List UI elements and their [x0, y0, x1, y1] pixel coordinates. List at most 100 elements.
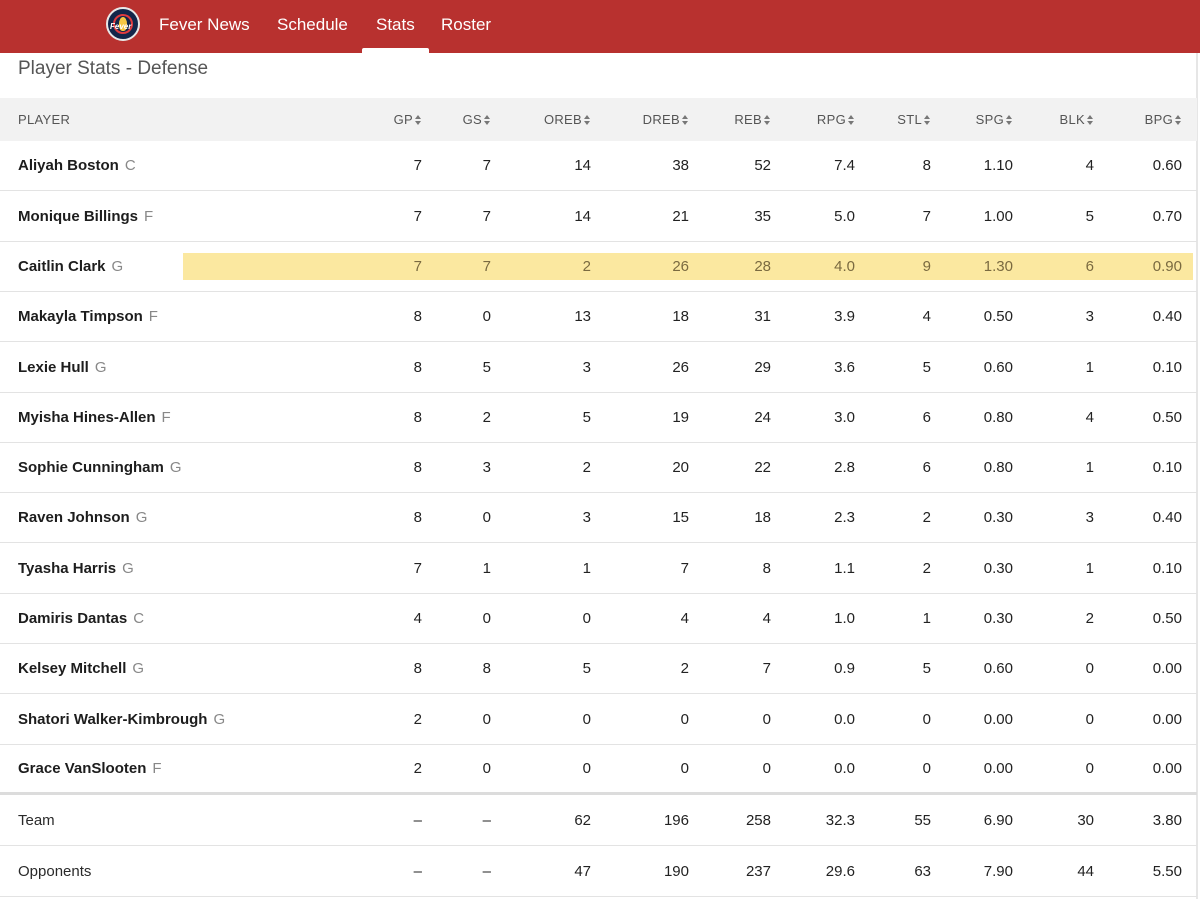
player-cell[interactable]: Caitlin Clark G [18, 242, 123, 291]
stat-reb: 0 [762, 710, 771, 728]
column-header-gs[interactable]: GS [421, 98, 491, 141]
stat-blk: 5 [1085, 207, 1094, 225]
stat-spg: 0.30 [983, 509, 1013, 526]
stat-reb: 24 [754, 409, 771, 426]
player-name[interactable]: Lexie Hull [18, 358, 89, 376]
stat-rpg: 0.9 [834, 660, 855, 677]
top-nav-bar: Fever Fever News Schedule Stats Roster [0, 0, 1200, 53]
player-name[interactable]: Tyasha Harris [18, 559, 117, 577]
sort-arrows-icon[interactable] [584, 114, 591, 125]
stat-stl: 6 [922, 409, 931, 426]
stat-gs: 0 [482, 710, 491, 728]
player-cell[interactable]: Lexie Hull G [18, 342, 107, 392]
player-cell[interactable]: Tyasha Harris G [18, 543, 134, 593]
stat-gp: 8 [413, 459, 422, 476]
player-name[interactable]: Raven Johnson [18, 509, 130, 526]
sort-arrows-icon[interactable] [1087, 114, 1094, 125]
column-header-dreb[interactable]: DREB [619, 98, 689, 141]
player-position: G [169, 459, 182, 476]
stat-gp: 7 [413, 559, 422, 577]
table-row: Grace VanSlooten F 2 0 0 0 0 0.0 0 0.00 0 0.00 [0, 745, 1197, 795]
sort-arrows-icon[interactable] [924, 114, 931, 125]
column-header-gp[interactable]: GP [352, 98, 422, 141]
column-header-blk[interactable]: BLK [1024, 98, 1094, 141]
column-header-rpg[interactable]: RPG [785, 98, 855, 141]
stat-blk: 2 [1085, 610, 1094, 627]
stat-oreb: 13 [574, 308, 591, 325]
sort-arrows-icon[interactable] [682, 114, 689, 125]
stat-gp: 8 [413, 660, 422, 677]
player-name[interactable]: Grace VanSlooten [18, 760, 147, 777]
fever-logo-icon[interactable]: Fever [106, 7, 140, 41]
player-cell[interactable]: Damiris Dantas C [18, 594, 144, 643]
player-cell[interactable]: Sophie Cunningham G [18, 443, 182, 492]
player-position: F [144, 207, 154, 225]
sort-arrows-icon[interactable] [764, 114, 771, 125]
stat-reb: 28 [754, 258, 771, 275]
stat-blk: 44 [1077, 862, 1094, 880]
stat-rpg: 5.0 [834, 207, 855, 225]
player-name[interactable]: Makayla Timpson [18, 308, 143, 325]
column-header-oreb[interactable]: OREB [521, 98, 591, 141]
totals-name: Team [18, 811, 55, 829]
stat-reb: 258 [745, 811, 771, 829]
sort-arrows-icon[interactable] [1175, 114, 1182, 125]
table-row: Aliyah Boston C 7 7 14 38 52 7.4 8 1.10 4 0.60 [0, 141, 1197, 191]
column-header-reb[interactable]: REB [701, 98, 771, 141]
stat-stl: 0 [922, 710, 931, 728]
nav-stats[interactable]: Stats [376, 15, 415, 34]
player-name[interactable]: Aliyah Boston [18, 157, 119, 174]
player-name[interactable]: Kelsey Mitchell [18, 660, 127, 677]
player-cell[interactable]: Makayla Timpson F [18, 292, 158, 341]
column-header-label: GS [462, 112, 482, 127]
column-header-label: REB [734, 112, 762, 127]
column-header-stl[interactable]: STL [861, 98, 931, 141]
player-name[interactable]: Damiris Dantas [18, 610, 128, 627]
sort-arrows-icon[interactable] [415, 114, 422, 125]
column-header-bpg[interactable]: BPG [1112, 98, 1182, 141]
player-name[interactable]: Caitlin Clark [18, 258, 106, 275]
sort-arrows-icon[interactable] [848, 114, 855, 125]
column-header-spg[interactable]: SPG [943, 98, 1013, 141]
sort-arrows-icon[interactable] [484, 114, 491, 125]
stat-gs: 7 [482, 258, 491, 275]
stat-reb: 18 [754, 509, 771, 526]
stat-oreb: 5 [582, 660, 591, 677]
stat-spg: 6.90 [983, 811, 1013, 829]
stat-bpg: 0.00 [1152, 760, 1182, 777]
stat-gp: 7 [413, 207, 422, 225]
player-cell[interactable]: Shatori Walker-Kimbrough G [18, 694, 225, 744]
player-cell[interactable]: Raven Johnson G [18, 493, 147, 542]
stat-bpg: 0.10 [1152, 559, 1182, 577]
stat-dreb: 26 [672, 258, 689, 275]
column-header-label: STL [897, 112, 922, 127]
player-name[interactable]: Monique Billings [18, 207, 138, 225]
stat-spg: 0.00 [983, 760, 1013, 777]
stat-reb: 22 [754, 459, 771, 476]
stat-gp: 2 [413, 760, 422, 777]
player-name[interactable]: Shatori Walker-Kimbrough [18, 710, 208, 728]
nav-roster[interactable]: Roster [441, 15, 492, 34]
player-cell[interactable]: Aliyah Boston C [18, 141, 136, 190]
stat-stl: 55 [914, 811, 931, 829]
stat-blk: 3 [1085, 308, 1094, 325]
column-header-label: OREB [543, 112, 582, 127]
nav-schedule[interactable]: Schedule [277, 15, 348, 34]
player-name[interactable]: Sophie Cunningham [18, 459, 164, 476]
player-cell[interactable]: Kelsey Mitchell G [18, 644, 144, 693]
stat-reb: 0 [762, 760, 771, 777]
player-name[interactable]: Myisha Hines-Allen [18, 409, 156, 426]
stat-blk: 6 [1085, 258, 1094, 275]
stat-dreb: 7 [680, 559, 689, 577]
stat-dreb: 20 [672, 459, 689, 476]
stat-gs: 7 [482, 157, 491, 174]
player-cell[interactable]: Myisha Hines-Allen F [18, 393, 171, 442]
stat-reb: 4 [762, 610, 771, 627]
player-cell[interactable]: Grace VanSlooten F [18, 745, 162, 792]
stat-oreb: 62 [574, 811, 591, 829]
sort-arrows-icon[interactable] [1006, 114, 1013, 125]
column-header-player[interactable]: PLAYER [18, 112, 71, 127]
stat-rpg: 7.4 [834, 157, 855, 174]
player-cell[interactable]: Monique Billings F [18, 191, 153, 241]
nav-fever-news[interactable]: Fever News [159, 15, 250, 34]
